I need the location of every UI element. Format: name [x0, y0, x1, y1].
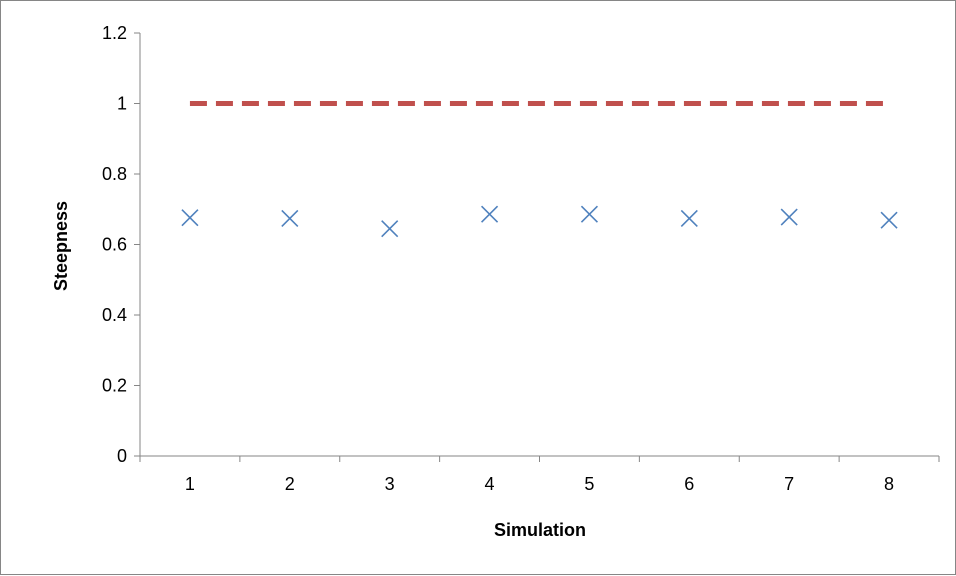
y-tick-label: 0.2: [102, 376, 127, 396]
x-tick-label: 2: [285, 474, 295, 494]
y-axis-title: Steepness: [51, 201, 71, 291]
x-tick-label: 3: [385, 474, 395, 494]
y-tick-label: 0.8: [102, 164, 127, 184]
x-tick-label: 5: [584, 474, 594, 494]
x-tick-label: 1: [185, 474, 195, 494]
y-tick-label: 1.2: [102, 23, 127, 43]
x-axis: 1 2 3 4 5 6 7 8: [139, 455, 940, 494]
data-point: [580, 205, 599, 223]
x-axis-title: Simulation: [494, 520, 586, 540]
data-point: [181, 209, 199, 227]
data-point: [680, 209, 698, 227]
y-tick-label: 1: [117, 94, 127, 114]
data-point: [480, 205, 499, 223]
x-tick-label: 6: [684, 474, 694, 494]
data-point: [780, 208, 798, 226]
y-tick-label: 0.6: [102, 235, 127, 255]
y-tick-label: 0.4: [102, 305, 127, 325]
data-point: [281, 209, 299, 227]
plot-area: [181, 101, 898, 238]
data-point: [880, 211, 898, 229]
x-tick-label: 4: [485, 474, 495, 494]
x-tick-label: 8: [884, 474, 894, 494]
data-point: [381, 220, 399, 238]
y-tick-label: 0: [117, 446, 127, 466]
y-axis: 0 0.2 0.4 0.6 0.8 1 1.2: [102, 23, 141, 466]
x-tick-label: 7: [784, 474, 794, 494]
